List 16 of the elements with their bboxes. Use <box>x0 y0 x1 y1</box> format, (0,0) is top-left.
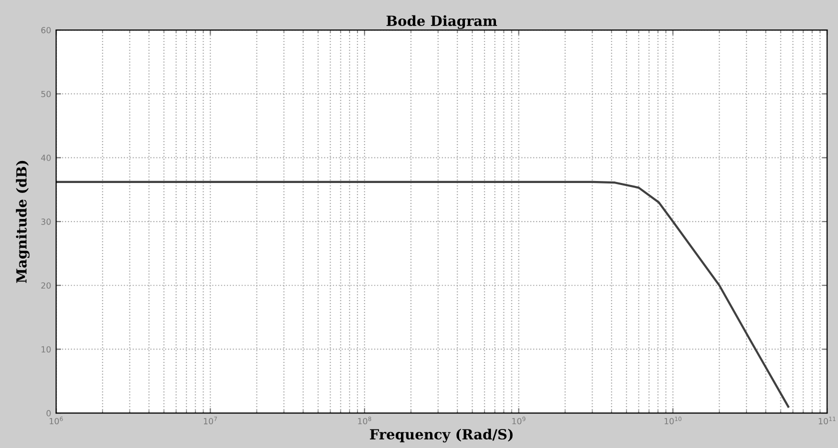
chart-title: Bode Diagram <box>386 15 498 29</box>
x-tick-label: 10$^{9}$ <box>512 416 526 424</box>
y-tick-label: 20 <box>41 282 51 289</box>
y-axis-title: Magnitude (dB) <box>16 160 30 283</box>
x-axis-title: Frequency (Rad/S) <box>370 428 513 442</box>
x-tick-label: 10$^{8}$ <box>358 416 372 424</box>
y-tick-label: 50 <box>41 90 51 98</box>
x-tick-label: 10$^{7}$ <box>204 416 217 424</box>
y-tick-label: 30 <box>41 218 51 225</box>
x-tick-label: 10$^{6}$ <box>50 416 63 424</box>
y-tick-label: 60 <box>41 26 51 34</box>
x-tick-label: 10$^{10}$ <box>664 416 682 424</box>
y-tick-label: 10 <box>42 346 51 352</box>
x-tick-label: 10$^{11}$ <box>818 416 836 424</box>
y-tick-label: 0 <box>46 410 51 416</box>
y-tick-label: 40 <box>41 154 51 161</box>
